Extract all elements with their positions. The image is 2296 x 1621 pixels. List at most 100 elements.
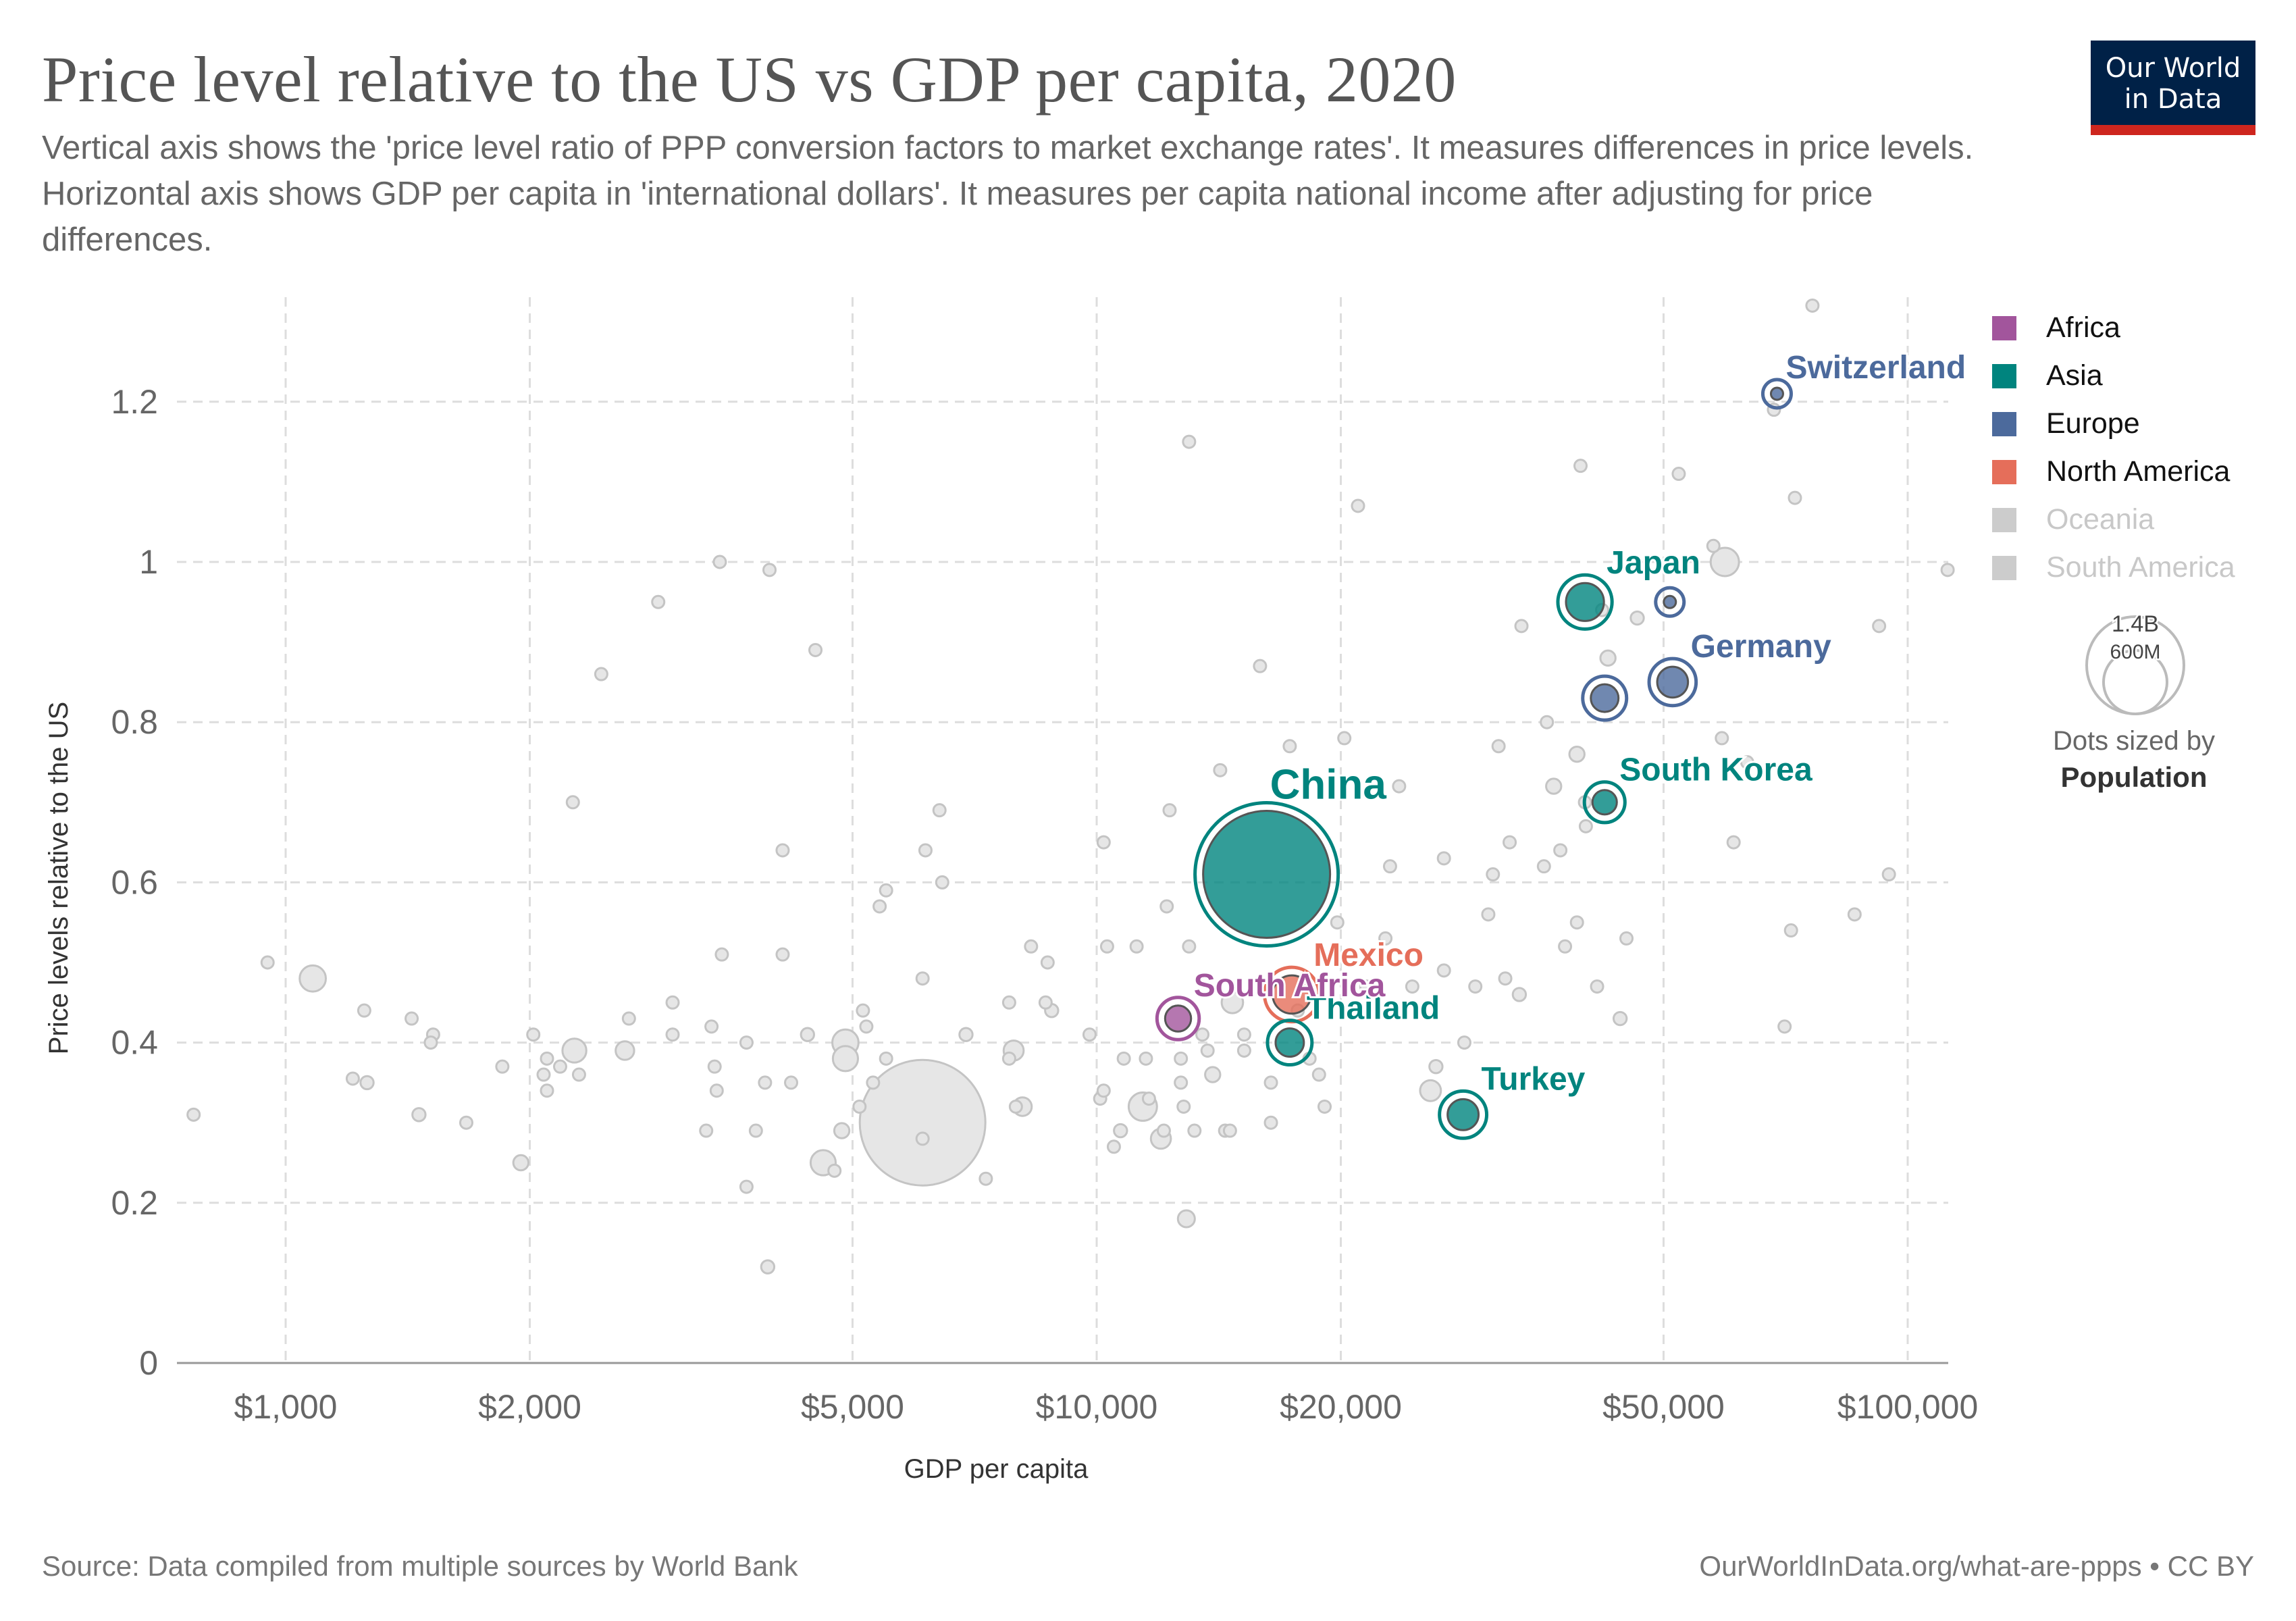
- background-point: [775, 843, 790, 858]
- background-point: [1629, 610, 1645, 626]
- highlighted-point: [1164, 1004, 1193, 1033]
- legend-item[interactable]: Asia: [1992, 352, 2235, 400]
- point-label: China: [1270, 762, 1387, 808]
- gridlines: [177, 297, 1948, 1363]
- background-point: [879, 1051, 893, 1066]
- background-point: [1176, 1209, 1196, 1229]
- background-point: [1174, 1051, 1189, 1066]
- background-point: [748, 1123, 763, 1138]
- background-point: [260, 955, 275, 970]
- highlight-ring: [1647, 657, 1698, 708]
- point-label: Switzerland: [1785, 350, 1966, 386]
- background-point: [1236, 1027, 1251, 1042]
- highlight-ring: [1155, 996, 1201, 1041]
- background-point: [1805, 298, 1820, 313]
- point-label: South Korea: [1619, 752, 1812, 788]
- legend-item[interactable]: South America: [1992, 544, 2235, 592]
- background-point: [1715, 731, 1729, 746]
- background-point: [405, 1011, 419, 1026]
- background-point: [571, 1067, 586, 1082]
- background-point: [357, 1003, 371, 1018]
- background-point: [1162, 803, 1177, 818]
- background-point: [1220, 990, 1245, 1014]
- background-point: [1317, 1099, 1332, 1114]
- point-label: Germany: [1691, 629, 1831, 665]
- background-point: [665, 1027, 680, 1042]
- highlight-ring: [1266, 1019, 1314, 1067]
- background-point: [1578, 819, 1593, 833]
- background-point: [699, 1123, 714, 1138]
- logo-line-2: in Data: [2124, 84, 2222, 115]
- point-labels: ChinaMexicoJapanTurkeyGermanyThailandSou…: [1192, 348, 1968, 1099]
- point-label: Thailand: [1307, 991, 1440, 1027]
- background-point: [1311, 1067, 1326, 1082]
- background-point: [1139, 1051, 1153, 1066]
- point-label: South Africa: [1194, 968, 1386, 1004]
- background-point: [1405, 979, 1419, 994]
- background-point: [1187, 1123, 1202, 1138]
- background-point: [1568, 745, 1586, 763]
- background-point: [1881, 867, 1896, 882]
- background-point: [1204, 1066, 1222, 1083]
- background-point: [866, 1075, 881, 1090]
- background-point: [1038, 995, 1053, 1010]
- background-point: [1540, 715, 1555, 729]
- size-legend-large-label: 1.4B: [2112, 611, 2159, 637]
- background-point: [833, 1122, 851, 1139]
- owid-logo[interactable]: Our World in Data: [2091, 41, 2255, 135]
- background-point: [712, 555, 727, 569]
- highlighted-point: [1590, 683, 1620, 713]
- background-point: [1777, 1019, 1792, 1034]
- background-point: [1116, 1051, 1131, 1066]
- highlight-ring: [1193, 801, 1340, 948]
- highlight-ring: [1582, 780, 1627, 825]
- y-axis-title: Price levels relative to the US: [44, 702, 74, 1054]
- background-point: [932, 803, 947, 818]
- y-tick-label: 0.8: [111, 703, 158, 741]
- background-point: [1619, 931, 1634, 946]
- background-point: [1129, 939, 1144, 954]
- chart-subtitle: Vertical axis shows the 'price level rat…: [42, 130, 1974, 258]
- background-point: [1726, 835, 1741, 850]
- legend-item[interactable]: Europe: [1992, 400, 2235, 448]
- highlighted-point: [1591, 789, 1618, 816]
- background-point: [879, 883, 893, 898]
- background-point: [1486, 867, 1501, 882]
- background-point: [1536, 859, 1551, 874]
- background-point: [552, 1059, 567, 1074]
- background-point: [762, 563, 777, 577]
- legend-swatch: [1992, 315, 2016, 340]
- background-point: [1200, 1043, 1215, 1058]
- highlight-ring: [1556, 573, 1614, 631]
- legend-swatch: [1992, 555, 2016, 580]
- background-point: [1671, 467, 1686, 482]
- background-point: [1503, 835, 1517, 850]
- legend-item[interactable]: Africa: [1992, 304, 2235, 352]
- highlight-ring: [1760, 378, 1793, 410]
- background-point: [784, 1075, 799, 1090]
- background-point: [1872, 619, 1887, 634]
- background-point: [1359, 979, 1374, 994]
- background-point: [915, 971, 930, 986]
- background-point: [1788, 490, 1802, 505]
- background-point: [1236, 1043, 1251, 1058]
- background-point: [1337, 731, 1352, 746]
- background-point: [1222, 1123, 1237, 1138]
- x-tick-label: $5,000: [801, 1388, 904, 1426]
- background-point: [1174, 1075, 1189, 1090]
- legend-item[interactable]: North America: [1992, 448, 2235, 496]
- highlighted-points: [1155, 378, 1793, 1140]
- y-tick-label: 0.4: [111, 1024, 158, 1062]
- credit-link[interactable]: OurWorldInData.org/what-are-ppps • CC BY: [1699, 1550, 2254, 1582]
- background-point: [800, 1027, 815, 1042]
- background-point: [423, 1035, 438, 1050]
- background-point: [1096, 835, 1111, 850]
- background-point: [739, 1179, 754, 1194]
- background-point: [1351, 498, 1365, 513]
- size-legend-small-circle: [2102, 649, 2168, 715]
- axes: 0 0.2 0.4 0.6 0.8 1 1.2 $1,000 $2,000 $5,000 $10,0…: [44, 383, 1978, 1484]
- background-point: [958, 1027, 974, 1042]
- background-point: [1282, 739, 1297, 754]
- legend-item[interactable]: Oceania: [1992, 496, 2235, 544]
- background-point: [512, 1154, 530, 1172]
